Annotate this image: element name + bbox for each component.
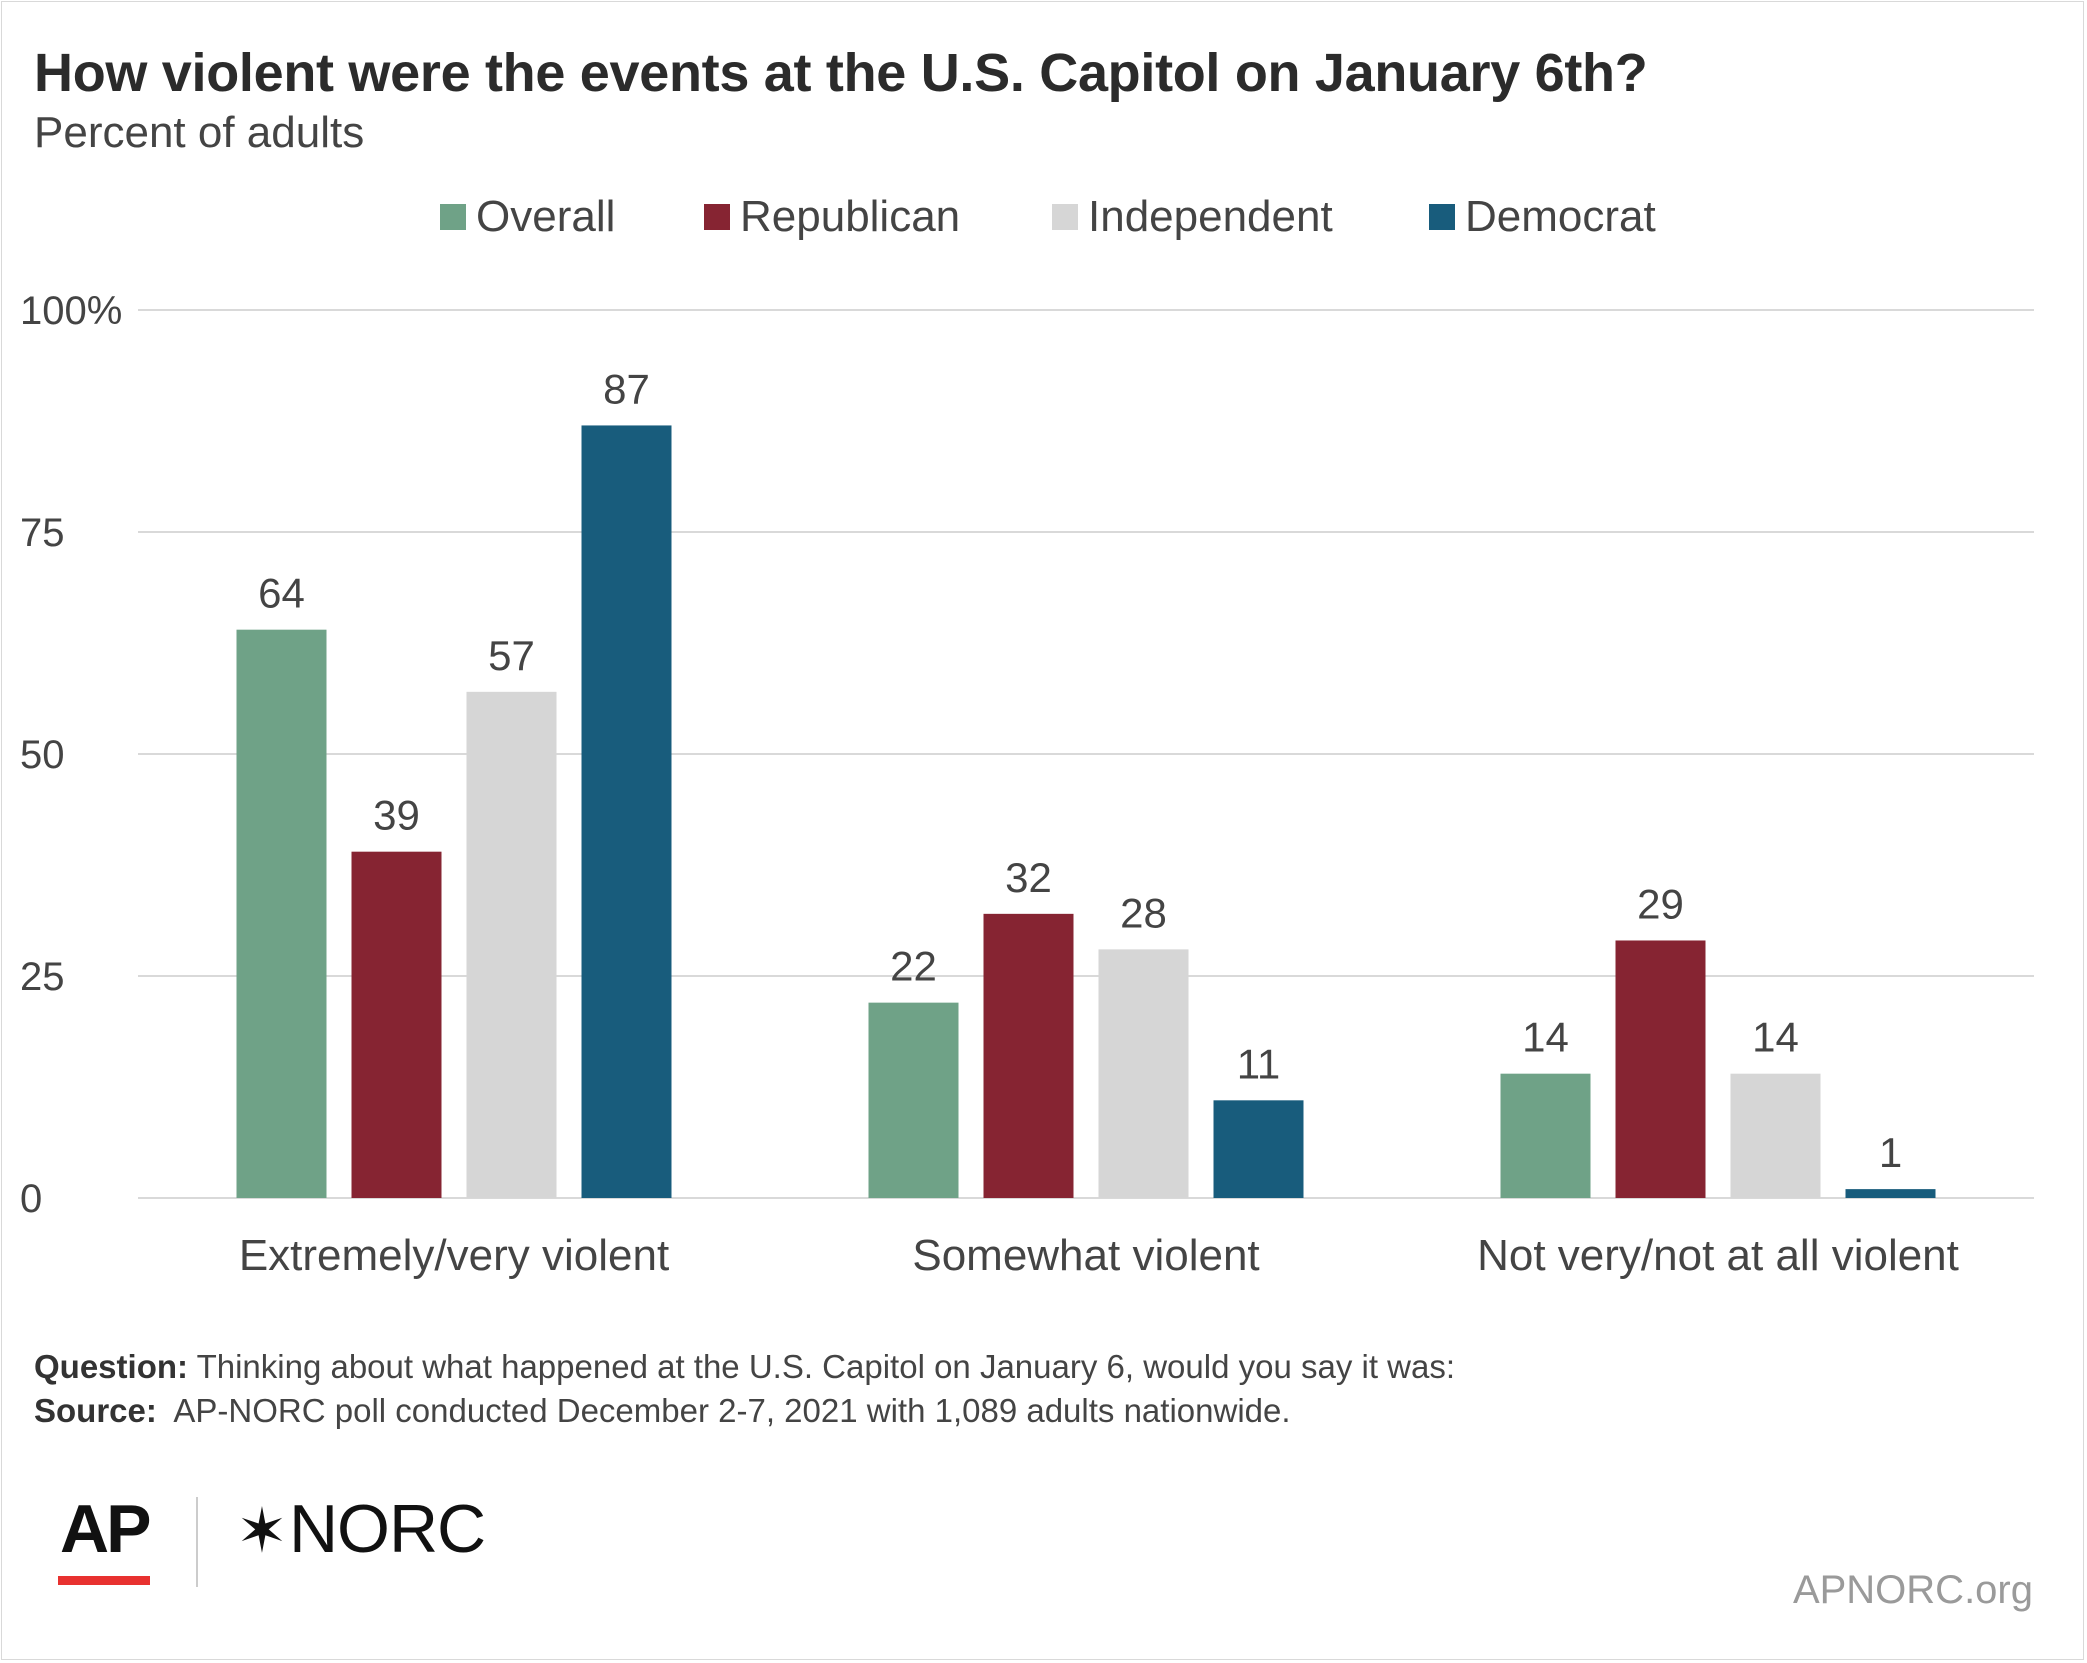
bar bbox=[983, 913, 1074, 1198]
legend-swatch-republican bbox=[704, 204, 730, 230]
source-text: AP-NORC poll conducted December 2-7, 202… bbox=[173, 1392, 1291, 1429]
data-label: 32 bbox=[1005, 854, 1052, 901]
source-note: Source: AP-NORC poll conducted December … bbox=[34, 1389, 1455, 1433]
legend-item-democrat: Democrat bbox=[1429, 192, 1656, 242]
category-label: Somewhat violent bbox=[912, 1231, 1259, 1280]
question-text: Thinking about what happened at the U.S.… bbox=[196, 1348, 1456, 1385]
legend-label-independent: Independent bbox=[1088, 192, 1333, 241]
category-label: Not very/not at all violent bbox=[1477, 1231, 1959, 1280]
bar bbox=[868, 1002, 959, 1198]
source-label: Source: bbox=[34, 1392, 157, 1429]
bar bbox=[1500, 1073, 1591, 1198]
category-label: Extremely/very violent bbox=[239, 1231, 669, 1280]
bar bbox=[1098, 949, 1189, 1198]
data-label: 1 bbox=[1879, 1129, 1902, 1176]
bar bbox=[1730, 1073, 1821, 1198]
norc-logo: ✶NORC bbox=[236, 1490, 486, 1568]
question-label: Question: bbox=[34, 1348, 188, 1385]
legend-label-overall: Overall bbox=[476, 192, 616, 241]
chart-subtitle: Percent of adults bbox=[34, 108, 365, 157]
y-tick-label: 25 bbox=[20, 955, 65, 999]
data-label: 87 bbox=[603, 365, 650, 412]
data-label: 64 bbox=[258, 570, 305, 617]
bar bbox=[236, 629, 327, 1198]
bar bbox=[1615, 940, 1706, 1198]
question-note: Question: Thinking about what happened a… bbox=[34, 1345, 1455, 1389]
data-label: 14 bbox=[1752, 1014, 1799, 1061]
logo-divider bbox=[196, 1497, 198, 1587]
bar bbox=[466, 691, 557, 1198]
legend-item-republican: Republican bbox=[704, 192, 960, 242]
ap-logo: AP bbox=[60, 1491, 151, 1567]
legend-swatch-independent bbox=[1052, 204, 1078, 230]
legend-swatch-democrat bbox=[1429, 204, 1455, 230]
bar-chart: 0 25 50 75 100% 64 39 57 87 Extremely/very violen… bbox=[20, 289, 2034, 1280]
data-label: 11 bbox=[1237, 1040, 1281, 1087]
bar bbox=[1845, 1189, 1936, 1198]
legend-item-overall: Overall bbox=[440, 192, 615, 242]
chart-notes: Question: Thinking about what happened a… bbox=[34, 1345, 1455, 1433]
bar bbox=[581, 425, 672, 1198]
data-label: 29 bbox=[1637, 880, 1684, 927]
y-tick-label: 100% bbox=[20, 289, 122, 333]
site-link[interactable]: APNORC.org bbox=[1792, 1568, 2033, 1612]
legend-swatch-overall bbox=[440, 204, 466, 230]
y-tick-label: 75 bbox=[20, 511, 65, 555]
data-label: 22 bbox=[890, 943, 937, 990]
data-label: 28 bbox=[1120, 889, 1167, 936]
bar bbox=[1213, 1100, 1304, 1198]
data-label: 39 bbox=[373, 792, 420, 839]
norc-logo-text: NORC bbox=[288, 1491, 486, 1567]
y-tick-label: 50 bbox=[20, 733, 65, 777]
bar bbox=[351, 851, 442, 1198]
ap-logo-underline bbox=[58, 1576, 150, 1585]
data-label: 57 bbox=[488, 632, 535, 679]
legend-label-democrat: Democrat bbox=[1465, 192, 1656, 241]
star-icon: ✶ bbox=[236, 1497, 288, 1566]
data-label: 14 bbox=[1522, 1014, 1569, 1061]
legend-label-republican: Republican bbox=[740, 192, 961, 241]
chart-title: How violent were the events at the U.S. … bbox=[34, 43, 1648, 103]
legend-item-independent: Independent bbox=[1052, 192, 1333, 242]
legend: Overall Republican Independent Democrat bbox=[0, 192, 2087, 252]
y-tick-label: 0 bbox=[20, 1177, 42, 1221]
